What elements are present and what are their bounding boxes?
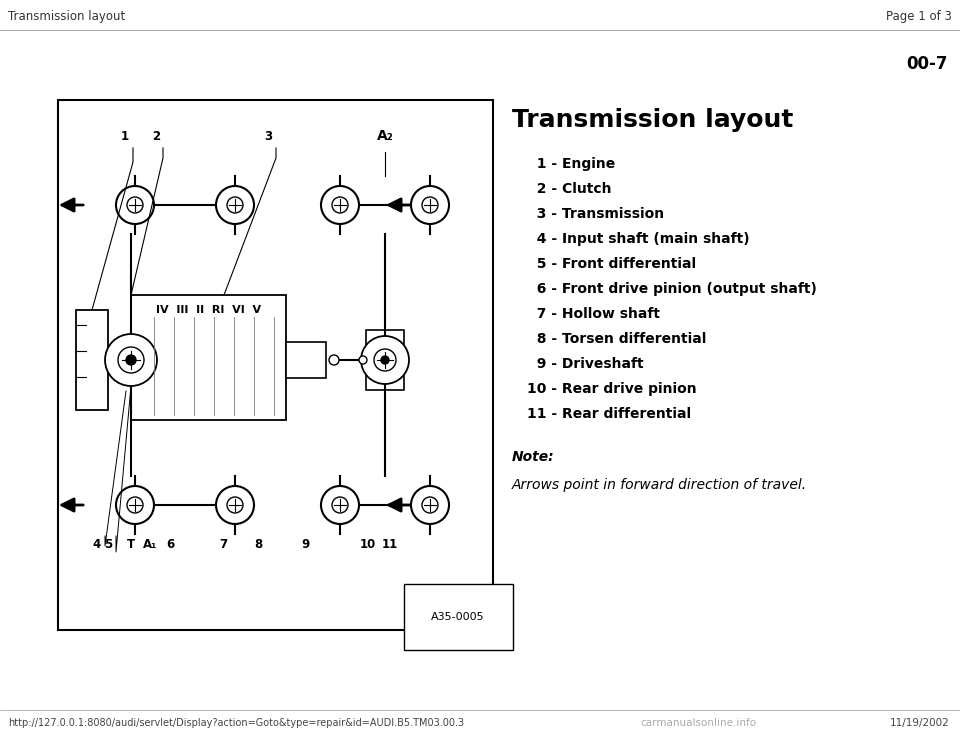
Text: A35-0005: A35-0005 xyxy=(431,612,485,622)
Circle shape xyxy=(127,497,143,513)
Text: 7: 7 xyxy=(219,538,228,551)
Text: 11 - Rear differential: 11 - Rear differential xyxy=(527,407,691,421)
Circle shape xyxy=(227,497,243,513)
Circle shape xyxy=(116,186,154,224)
Text: 11/19/2002: 11/19/2002 xyxy=(890,718,950,728)
Text: 8 - Torsen differential: 8 - Torsen differential xyxy=(527,332,707,346)
Text: 6: 6 xyxy=(166,538,174,551)
Circle shape xyxy=(359,356,367,364)
Text: Transmission layout: Transmission layout xyxy=(8,10,125,23)
Text: Arrows point in forward direction of travel.: Arrows point in forward direction of tra… xyxy=(512,478,807,492)
Text: 1 - Engine: 1 - Engine xyxy=(527,157,615,171)
Circle shape xyxy=(321,486,359,524)
Text: A₁: A₁ xyxy=(143,538,157,551)
Circle shape xyxy=(332,197,348,213)
Circle shape xyxy=(411,186,449,224)
Circle shape xyxy=(422,497,438,513)
Text: Transmission layout: Transmission layout xyxy=(512,108,793,132)
Text: 10: 10 xyxy=(360,538,376,551)
Text: 3 - Transmission: 3 - Transmission xyxy=(527,207,664,221)
Bar xyxy=(76,310,108,410)
Bar xyxy=(367,346,395,374)
Text: 10 - Rear drive pinion: 10 - Rear drive pinion xyxy=(527,382,697,396)
Text: Page 1 of 3: Page 1 of 3 xyxy=(886,10,952,23)
Circle shape xyxy=(374,349,396,371)
Text: 7 - Hollow shaft: 7 - Hollow shaft xyxy=(527,307,660,321)
Circle shape xyxy=(216,186,254,224)
Circle shape xyxy=(411,486,449,524)
Circle shape xyxy=(127,197,143,213)
Text: 4 - Input shaft (main shaft): 4 - Input shaft (main shaft) xyxy=(527,232,750,246)
Circle shape xyxy=(116,486,154,524)
Circle shape xyxy=(105,334,157,386)
Text: 11: 11 xyxy=(382,538,398,551)
Text: 2: 2 xyxy=(152,130,160,143)
Text: 9: 9 xyxy=(301,538,310,551)
Text: 4: 4 xyxy=(93,538,101,551)
Text: 00-7: 00-7 xyxy=(906,55,948,73)
Text: IV  III  II  RI  VI  V: IV III II RI VI V xyxy=(156,305,261,315)
Text: 1: 1 xyxy=(121,130,129,143)
Text: http://127.0.0.1:8080/audi/servlet/Display?action=Goto&type=repair&id=AUDI.B5.TM: http://127.0.0.1:8080/audi/servlet/Displ… xyxy=(8,718,464,728)
Circle shape xyxy=(118,347,144,373)
Bar xyxy=(286,342,326,378)
Circle shape xyxy=(126,355,136,365)
Circle shape xyxy=(216,486,254,524)
Text: 6 - Front drive pinion (output shaft): 6 - Front drive pinion (output shaft) xyxy=(527,282,817,296)
Text: 5: 5 xyxy=(104,538,112,551)
Text: 2 - Clutch: 2 - Clutch xyxy=(527,182,612,196)
Text: T: T xyxy=(127,538,135,551)
Text: 9 - Driveshaft: 9 - Driveshaft xyxy=(527,357,643,371)
Text: 3: 3 xyxy=(264,130,272,143)
Circle shape xyxy=(422,197,438,213)
Circle shape xyxy=(381,356,389,364)
Text: 8: 8 xyxy=(253,538,262,551)
Circle shape xyxy=(321,186,359,224)
Bar xyxy=(58,100,493,630)
Bar xyxy=(131,295,286,420)
Circle shape xyxy=(329,355,339,365)
Text: Note:: Note: xyxy=(512,450,555,464)
Circle shape xyxy=(361,336,409,384)
Text: carmanualsonline.info: carmanualsonline.info xyxy=(640,718,756,728)
Circle shape xyxy=(227,197,243,213)
Circle shape xyxy=(332,497,348,513)
Text: A₂: A₂ xyxy=(376,129,394,143)
Text: 5 - Front differential: 5 - Front differential xyxy=(527,257,696,271)
Bar xyxy=(366,330,404,390)
